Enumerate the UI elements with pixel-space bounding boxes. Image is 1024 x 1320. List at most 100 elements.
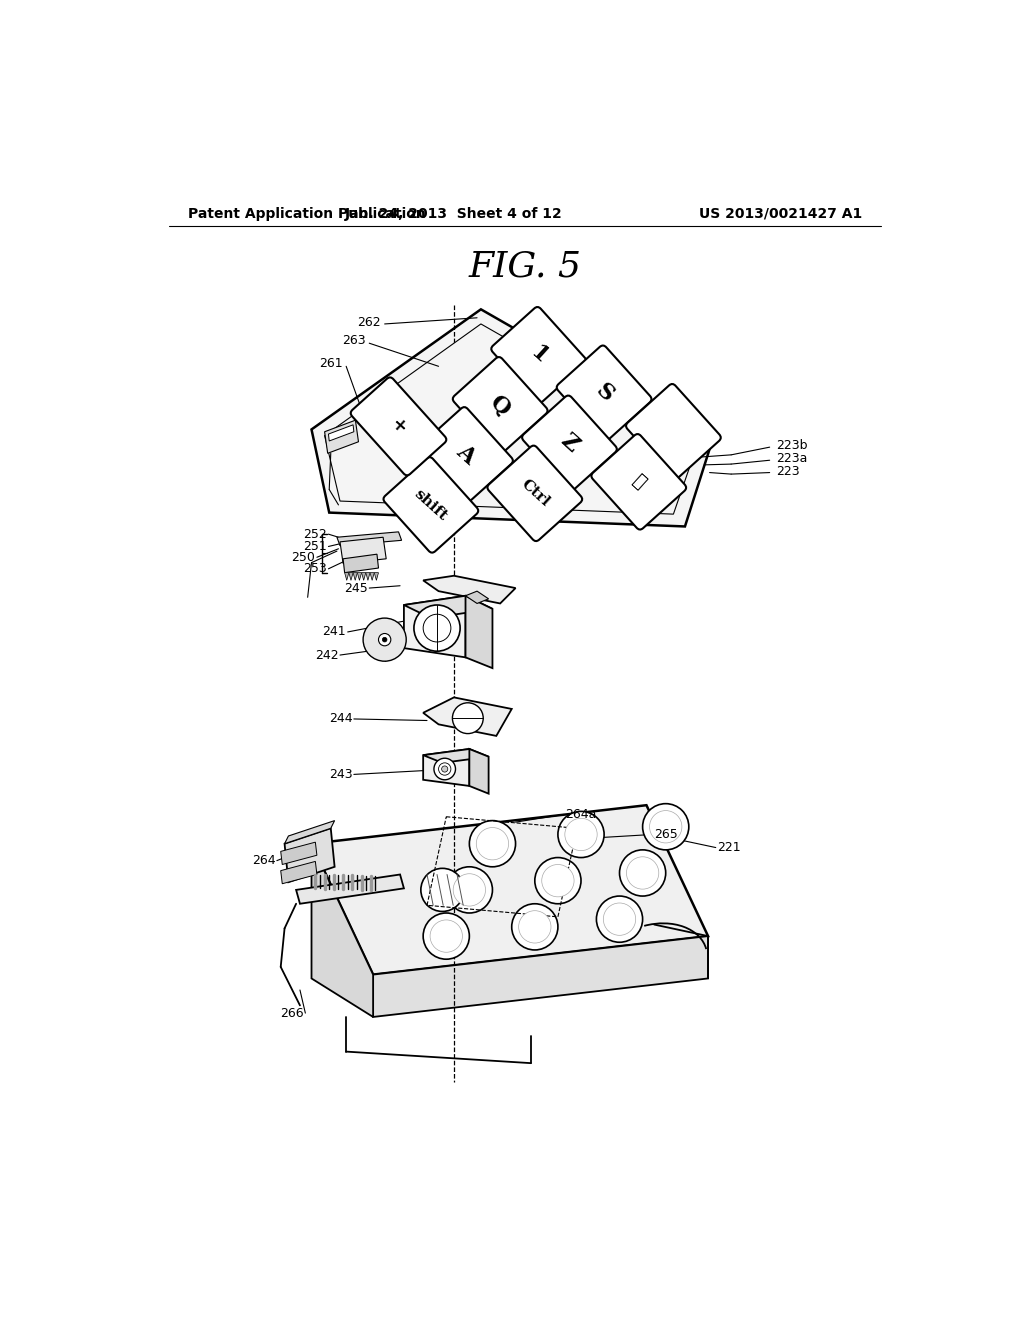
- Text: +: +: [387, 414, 411, 438]
- FancyBboxPatch shape: [557, 346, 651, 441]
- Polygon shape: [340, 537, 386, 564]
- Text: ⋮: ⋮: [629, 471, 649, 492]
- Circle shape: [643, 804, 689, 850]
- Polygon shape: [343, 554, 379, 573]
- Circle shape: [512, 904, 558, 950]
- Circle shape: [423, 614, 451, 642]
- Polygon shape: [353, 573, 357, 581]
- Text: US 2013/0021427 A1: US 2013/0021427 A1: [698, 207, 862, 220]
- Circle shape: [438, 763, 451, 775]
- Polygon shape: [345, 573, 349, 581]
- Text: 244: 244: [329, 713, 352, 726]
- Polygon shape: [285, 829, 335, 882]
- Text: shift: shift: [412, 487, 451, 523]
- Polygon shape: [281, 862, 316, 884]
- Text: 252: 252: [303, 528, 327, 541]
- Polygon shape: [285, 821, 335, 843]
- Circle shape: [441, 766, 447, 772]
- Polygon shape: [423, 697, 512, 737]
- Circle shape: [421, 869, 464, 911]
- Polygon shape: [466, 591, 488, 603]
- FancyBboxPatch shape: [350, 378, 446, 475]
- Text: 251: 251: [303, 540, 327, 553]
- Polygon shape: [311, 843, 373, 1016]
- Polygon shape: [311, 309, 712, 527]
- Circle shape: [518, 911, 551, 942]
- Polygon shape: [374, 573, 379, 581]
- Circle shape: [542, 865, 574, 896]
- Polygon shape: [466, 595, 493, 668]
- Circle shape: [558, 812, 604, 858]
- Text: 242: 242: [314, 648, 339, 661]
- Text: 264: 264: [252, 854, 275, 867]
- Text: Ctrl: Ctrl: [518, 477, 552, 510]
- Text: 253: 253: [303, 562, 327, 576]
- Circle shape: [649, 810, 682, 843]
- FancyBboxPatch shape: [453, 356, 548, 453]
- Text: Q: Q: [485, 391, 515, 420]
- FancyBboxPatch shape: [522, 396, 616, 491]
- Text: 245: 245: [344, 582, 368, 594]
- Text: 261: 261: [318, 358, 342, 371]
- Text: Z: Z: [556, 430, 583, 457]
- FancyBboxPatch shape: [492, 308, 586, 403]
- Polygon shape: [423, 576, 515, 603]
- Circle shape: [603, 903, 636, 936]
- Circle shape: [596, 896, 643, 942]
- Text: 262: 262: [357, 315, 381, 329]
- Circle shape: [535, 858, 581, 904]
- Text: 221: 221: [717, 841, 741, 854]
- Text: 266: 266: [281, 1007, 304, 1019]
- Circle shape: [364, 618, 407, 661]
- Circle shape: [423, 913, 469, 960]
- Polygon shape: [311, 805, 708, 974]
- Text: 241: 241: [323, 626, 346, 639]
- Text: 223b: 223b: [776, 440, 807, 453]
- FancyBboxPatch shape: [418, 407, 513, 503]
- Circle shape: [627, 857, 658, 890]
- Polygon shape: [337, 532, 401, 545]
- Text: 263: 263: [342, 334, 366, 347]
- Polygon shape: [329, 425, 354, 441]
- Text: 250: 250: [292, 550, 315, 564]
- Circle shape: [446, 867, 493, 913]
- Circle shape: [454, 874, 485, 906]
- FancyBboxPatch shape: [592, 434, 686, 529]
- Circle shape: [430, 920, 463, 952]
- Polygon shape: [423, 748, 488, 763]
- Circle shape: [620, 850, 666, 896]
- Polygon shape: [349, 573, 353, 581]
- Circle shape: [379, 634, 391, 645]
- Text: FIG. 5: FIG. 5: [468, 249, 582, 284]
- Circle shape: [414, 605, 460, 651]
- Polygon shape: [403, 595, 466, 657]
- Text: A: A: [452, 441, 479, 469]
- Circle shape: [476, 828, 509, 859]
- Circle shape: [382, 638, 387, 642]
- Polygon shape: [403, 595, 493, 618]
- Circle shape: [469, 821, 515, 867]
- Text: 223: 223: [776, 465, 800, 478]
- Text: 265: 265: [654, 828, 678, 841]
- Polygon shape: [373, 936, 708, 1016]
- Text: 1: 1: [525, 342, 552, 368]
- Text: Jan. 24, 2013  Sheet 4 of 12: Jan. 24, 2013 Sheet 4 of 12: [345, 207, 563, 220]
- Circle shape: [434, 758, 456, 780]
- Polygon shape: [325, 323, 696, 515]
- Circle shape: [453, 702, 483, 734]
- Text: 264a: 264a: [565, 808, 597, 821]
- Text: 223a: 223a: [776, 453, 807, 465]
- Polygon shape: [370, 573, 374, 581]
- Polygon shape: [366, 573, 370, 581]
- Polygon shape: [296, 874, 403, 904]
- Polygon shape: [281, 842, 316, 865]
- Polygon shape: [357, 573, 361, 581]
- Polygon shape: [361, 573, 366, 581]
- Text: 243: 243: [329, 768, 352, 781]
- FancyBboxPatch shape: [487, 446, 583, 541]
- Polygon shape: [325, 420, 358, 453]
- Polygon shape: [423, 748, 469, 785]
- Circle shape: [565, 818, 597, 850]
- Text: Patent Application Publication: Patent Application Publication: [188, 207, 426, 220]
- Text: S: S: [591, 380, 617, 407]
